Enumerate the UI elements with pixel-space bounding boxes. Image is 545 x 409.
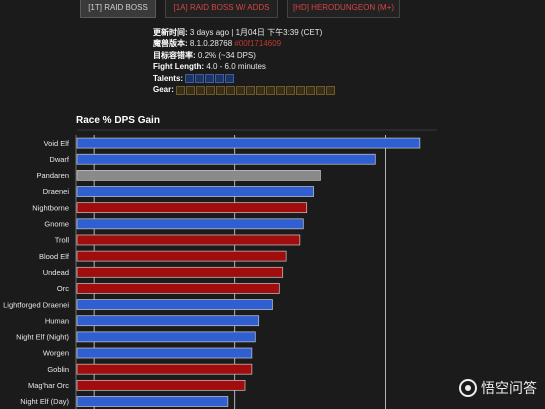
- bar[interactable]: [76, 363, 253, 375]
- category-label: Pandaren: [36, 171, 69, 180]
- category-label: Lightforged Draenei: [3, 300, 69, 309]
- gear-item-icon[interactable]: [186, 85, 196, 95]
- watermark: 悟空问答: [459, 377, 537, 399]
- gear-item-icon[interactable]: [266, 85, 276, 95]
- tab-bar: [1T] RAID BOSS [1A] RAID BOSS W/ ADDS [H…: [0, 0, 545, 22]
- info-target: 目标容错率: 0.2% (~34 DPS): [153, 50, 336, 61]
- category-label: Human: [45, 316, 69, 325]
- gear-item-icon[interactable]: [306, 85, 316, 95]
- version-value: 8.1.0.28768: [189, 39, 233, 49]
- talents-label: Talents:: [153, 73, 184, 83]
- bar[interactable]: [76, 379, 246, 391]
- gear-item-icon[interactable]: [286, 85, 296, 95]
- chart-title: Race % DPS Gain: [76, 115, 160, 126]
- category-label: Night Elf (Day): [20, 397, 69, 406]
- watermark-text: 悟空问答: [481, 380, 537, 396]
- updated-value: 3 days ago | 1月04日 下午3:39 (CET): [189, 28, 323, 37]
- fight-value: 4.0 - 6.0 minutes: [206, 62, 266, 72]
- updated-label: 更新时间:: [153, 28, 188, 37]
- gear-item-icon[interactable]: [216, 85, 226, 95]
- category-label: Draenei: [43, 187, 70, 196]
- tab-raid-boss-adds[interactable]: [1A] RAID BOSS W/ ADDS: [165, 0, 278, 18]
- bar[interactable]: [76, 137, 421, 149]
- gear-item-icon[interactable]: [246, 85, 256, 95]
- category-label: Worgen: [43, 349, 69, 358]
- bar[interactable]: [76, 396, 229, 407]
- info-fight: Fight Length: 4.0 - 6.0 minutes: [153, 61, 336, 72]
- talent-icon[interactable]: [225, 74, 235, 84]
- bar[interactable]: [76, 266, 284, 278]
- bar[interactable]: [76, 170, 321, 181]
- category-label: Troll: [55, 236, 70, 245]
- info-updated: 更新时间: 3 days ago | 1月04日 下午3:39 (CET): [153, 27, 336, 38]
- gear-item-icon[interactable]: [226, 85, 236, 95]
- bar[interactable]: [76, 186, 314, 197]
- category-label: Gnome: [44, 220, 69, 229]
- gear-icons: [176, 84, 336, 95]
- bar[interactable]: [76, 331, 256, 343]
- info-gear: Gear:: [153, 84, 336, 96]
- fight-label: Fight Length:: [153, 62, 205, 72]
- bar[interactable]: [76, 315, 260, 327]
- info-version: 魔兽版本: 8.1.0.28768 #00f1714609: [153, 38, 336, 49]
- gear-item-icon[interactable]: [206, 85, 216, 95]
- category-label: Orc: [57, 284, 69, 293]
- gear-item-icon[interactable]: [296, 85, 306, 95]
- info-talents: Talents:: [153, 73, 336, 85]
- category-label: Nightborne: [32, 203, 69, 212]
- category-label: Blood Elf: [39, 252, 70, 261]
- bar[interactable]: [76, 202, 308, 214]
- target-value: 0.2% (~34 DPS): [197, 50, 256, 60]
- target-label: 目标容错率:: [153, 50, 196, 60]
- bar[interactable]: [76, 250, 287, 262]
- category-label: Undead: [43, 268, 69, 277]
- gear-item-icon[interactable]: [316, 85, 326, 95]
- bar[interactable]: [76, 347, 253, 359]
- category-label: Void Elf: [44, 139, 70, 148]
- gear-item-icon[interactable]: [196, 85, 206, 95]
- category-label: Goblin: [47, 365, 69, 374]
- category-label: Mag'har Orc: [28, 381, 69, 390]
- category-label: Night Elf (Night): [16, 333, 69, 342]
- tab-raid-boss[interactable]: [1T] RAID BOSS: [80, 0, 156, 18]
- talent-icon[interactable]: [205, 74, 215, 84]
- bar[interactable]: [76, 218, 304, 230]
- bar[interactable]: [76, 283, 280, 294]
- category-label: Dwarf: [49, 155, 70, 164]
- version-hash: #00f1714609: [234, 39, 282, 49]
- gear-item-icon[interactable]: [326, 85, 336, 95]
- gear-item-icon[interactable]: [256, 85, 266, 95]
- gear-label: Gear:: [153, 85, 174, 95]
- bar[interactable]: [76, 234, 301, 246]
- bar[interactable]: [76, 299, 273, 310]
- gear-item-icon[interactable]: [276, 85, 286, 95]
- talent-icon[interactable]: [185, 74, 195, 84]
- sim-info-panel: 更新时间: 3 days ago | 1月04日 下午3:39 (CET) 魔兽…: [153, 27, 336, 96]
- talent-icon[interactable]: [195, 74, 205, 84]
- wukong-logo-icon: [459, 379, 477, 397]
- talent-icon[interactable]: [215, 74, 225, 84]
- bar[interactable]: [76, 153, 376, 165]
- gear-item-icon[interactable]: [236, 85, 246, 95]
- gear-item-icon[interactable]: [176, 85, 186, 95]
- tab-herodungeon[interactable]: [HD] HERODUNGEON (M+): [287, 0, 400, 18]
- version-label: 魔兽版本:: [153, 39, 188, 49]
- talent-icons: [185, 73, 235, 84]
